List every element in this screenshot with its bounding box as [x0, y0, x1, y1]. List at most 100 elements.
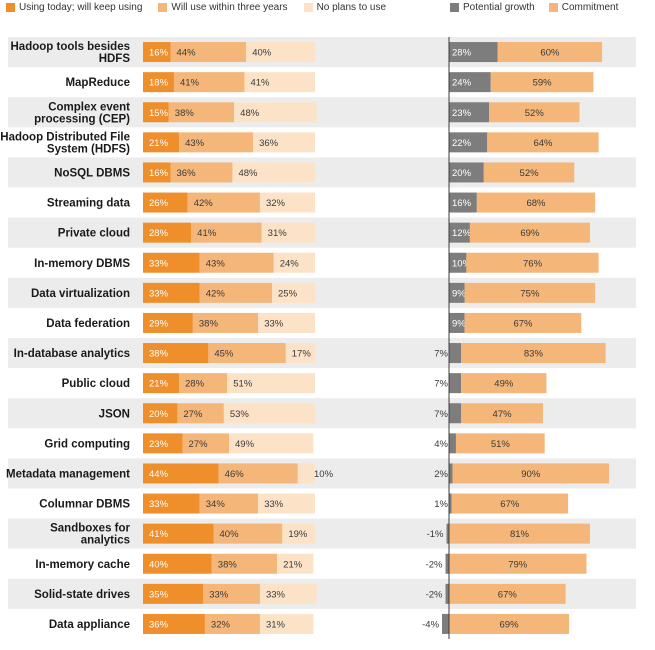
- bar-will-use-row-11: [208, 343, 286, 364]
- bar-will-use-row-17: [213, 523, 283, 544]
- bar-label-using-today-row-9: 33%: [149, 288, 169, 299]
- legend-label-potential-growth: Potential growth: [463, 2, 535, 13]
- bar-will-use-row-3: [168, 102, 235, 123]
- bar-label-potential-growth-row-15: 2%: [434, 469, 448, 480]
- bar-label-will-use-row-4: 43%: [185, 138, 205, 149]
- bar-label-using-today-row-11: 38%: [149, 349, 169, 360]
- bar-label-commitment-row-15: 90%: [521, 469, 541, 480]
- bar-no-plans-row-11: [285, 343, 315, 364]
- bar-potential-growth-row-1: [449, 42, 498, 63]
- bar-no-plans-row-16: [258, 493, 315, 514]
- bar-commitment-row-5: [483, 162, 575, 183]
- bar-no-plans-row-13: [223, 403, 315, 424]
- bar-label-will-use-row-7: 41%: [197, 228, 217, 239]
- bar-label-using-today-row-12: 21%: [149, 379, 169, 390]
- bar-commitment-row-11: [461, 343, 606, 364]
- bar-potential-growth-row-11: [449, 343, 462, 364]
- bar-potential-growth-row-15: [449, 463, 453, 484]
- bar-will-use-row-7: [191, 222, 262, 243]
- bar-potential-growth-row-20: [442, 613, 449, 634]
- bar-label-commitment-row-11: 83%: [524, 349, 544, 360]
- bar-label-no-plans-row-20: 31%: [266, 619, 286, 630]
- bar-potential-growth-row-9: [449, 282, 465, 303]
- bar-using-today-row-19: [143, 583, 204, 604]
- bar-label-commitment-row-3: 52%: [525, 108, 545, 119]
- bar-commitment-row-3: [489, 102, 580, 123]
- bar-no-plans-row-6: [259, 192, 315, 213]
- bar-potential-growth-row-13: [449, 403, 462, 424]
- bar-label-potential-growth-row-1: 28%: [452, 48, 472, 59]
- bar-label-will-use-row-2: 41%: [180, 78, 200, 89]
- bar-using-today-row-1: [143, 42, 171, 63]
- bar-label-commitment-row-10: 67%: [513, 318, 533, 329]
- bar-label-using-today-row-2: 18%: [149, 78, 169, 89]
- bar-label-using-today-row-19: 35%: [149, 589, 169, 600]
- category-label-json: JSON: [99, 408, 130, 420]
- bar-will-use-row-12: [179, 373, 228, 394]
- bar-using-today-row-12: [143, 373, 180, 394]
- bar-label-will-use-row-3: 38%: [175, 108, 195, 119]
- bar-label-will-use-row-6: 42%: [194, 198, 214, 209]
- bar-will-use-row-8: [199, 252, 274, 273]
- bar-potential-growth-row-10: [449, 312, 465, 333]
- bar-no-plans-row-3: [234, 102, 317, 123]
- bar-label-no-plans-row-1: 40%: [252, 48, 272, 59]
- bar-label-no-plans-row-16: 33%: [264, 499, 284, 510]
- bar-no-plans-row-17: [282, 523, 315, 544]
- bar-label-commitment-row-9: 75%: [520, 288, 540, 299]
- category-label-hadoop-distributed-file-system-hdfs: Hadoop Distributed File System (HDFS): [0, 131, 130, 155]
- bar-label-using-today-row-5: 16%: [149, 168, 169, 179]
- bar-commitment-row-17: [449, 523, 590, 544]
- bar-potential-growth-row-6: [449, 192, 477, 213]
- bar-label-no-plans-row-15: 10%: [314, 469, 334, 480]
- bar-label-no-plans-row-14: 49%: [235, 439, 255, 450]
- bar-will-use-row-2: [173, 72, 245, 93]
- category-label-data-federation: Data federation: [46, 318, 130, 330]
- category-label-mapreduce: MapReduce: [65, 77, 130, 89]
- bar-potential-growth-row-17: [446, 523, 449, 544]
- bar-label-commitment-row-5: 52%: [520, 168, 540, 179]
- bar-label-commitment-row-6: 68%: [526, 198, 546, 209]
- bar-potential-growth-row-3: [449, 102, 490, 123]
- bar-label-no-plans-row-7: 31%: [268, 228, 288, 239]
- bar-label-will-use-row-10: 38%: [199, 318, 219, 329]
- bar-using-today-row-15: [143, 463, 219, 484]
- bar-label-no-plans-row-12: 51%: [233, 379, 253, 390]
- bar-commitment-row-8: [466, 252, 599, 273]
- bar-label-will-use-row-20: 32%: [211, 619, 231, 630]
- bar-no-plans-row-18: [277, 553, 314, 574]
- bar-potential-growth-row-2: [449, 72, 491, 93]
- bar-label-using-today-row-20: 36%: [149, 619, 169, 630]
- bar-potential-growth-row-7: [449, 222, 470, 243]
- category-label-private-cloud: Private cloud: [58, 228, 130, 240]
- bar-label-commitment-row-13: 47%: [493, 409, 513, 420]
- bar-using-today-row-3: [143, 102, 169, 123]
- bar-label-potential-growth-row-18: -2%: [426, 559, 443, 570]
- bar-label-no-plans-row-19: 33%: [266, 589, 286, 600]
- legend-label-commitment: Commitment: [561, 2, 619, 13]
- bar-no-plans-row-19: [259, 583, 317, 604]
- bar-label-commitment-row-17: 81%: [510, 529, 530, 540]
- bar-will-use-row-18: [211, 553, 278, 574]
- bar-label-potential-growth-row-2: 24%: [452, 78, 472, 89]
- bar-label-will-use-row-15: 46%: [225, 469, 245, 480]
- bar-will-use-row-9: [199, 282, 272, 303]
- bar-potential-growth-row-8: [449, 252, 467, 273]
- bar-no-plans-row-10: [258, 312, 315, 333]
- bar-no-plans-row-1: [246, 42, 315, 63]
- category-label-metadata-management: Metadata management: [6, 468, 130, 480]
- bar-label-will-use-row-16: 34%: [206, 499, 226, 510]
- bar-will-use-row-14: [182, 433, 229, 454]
- bar-no-plans-row-20: [259, 613, 314, 634]
- category-label-in-memory-cache: In-memory cache: [35, 559, 130, 571]
- legend-swatch-no-plans: [303, 3, 313, 12]
- bar-using-today-row-6: [143, 192, 188, 213]
- bar-label-no-plans-row-13: 53%: [230, 409, 250, 420]
- bar-using-today-row-2: [143, 72, 174, 93]
- bar-using-today-row-9: [143, 282, 200, 303]
- bar-label-using-today-row-4: 21%: [149, 138, 169, 149]
- bar-using-today-row-10: [143, 312, 193, 333]
- bar-using-today-row-7: [143, 222, 192, 243]
- bar-label-potential-growth-row-8: 10%: [452, 258, 472, 269]
